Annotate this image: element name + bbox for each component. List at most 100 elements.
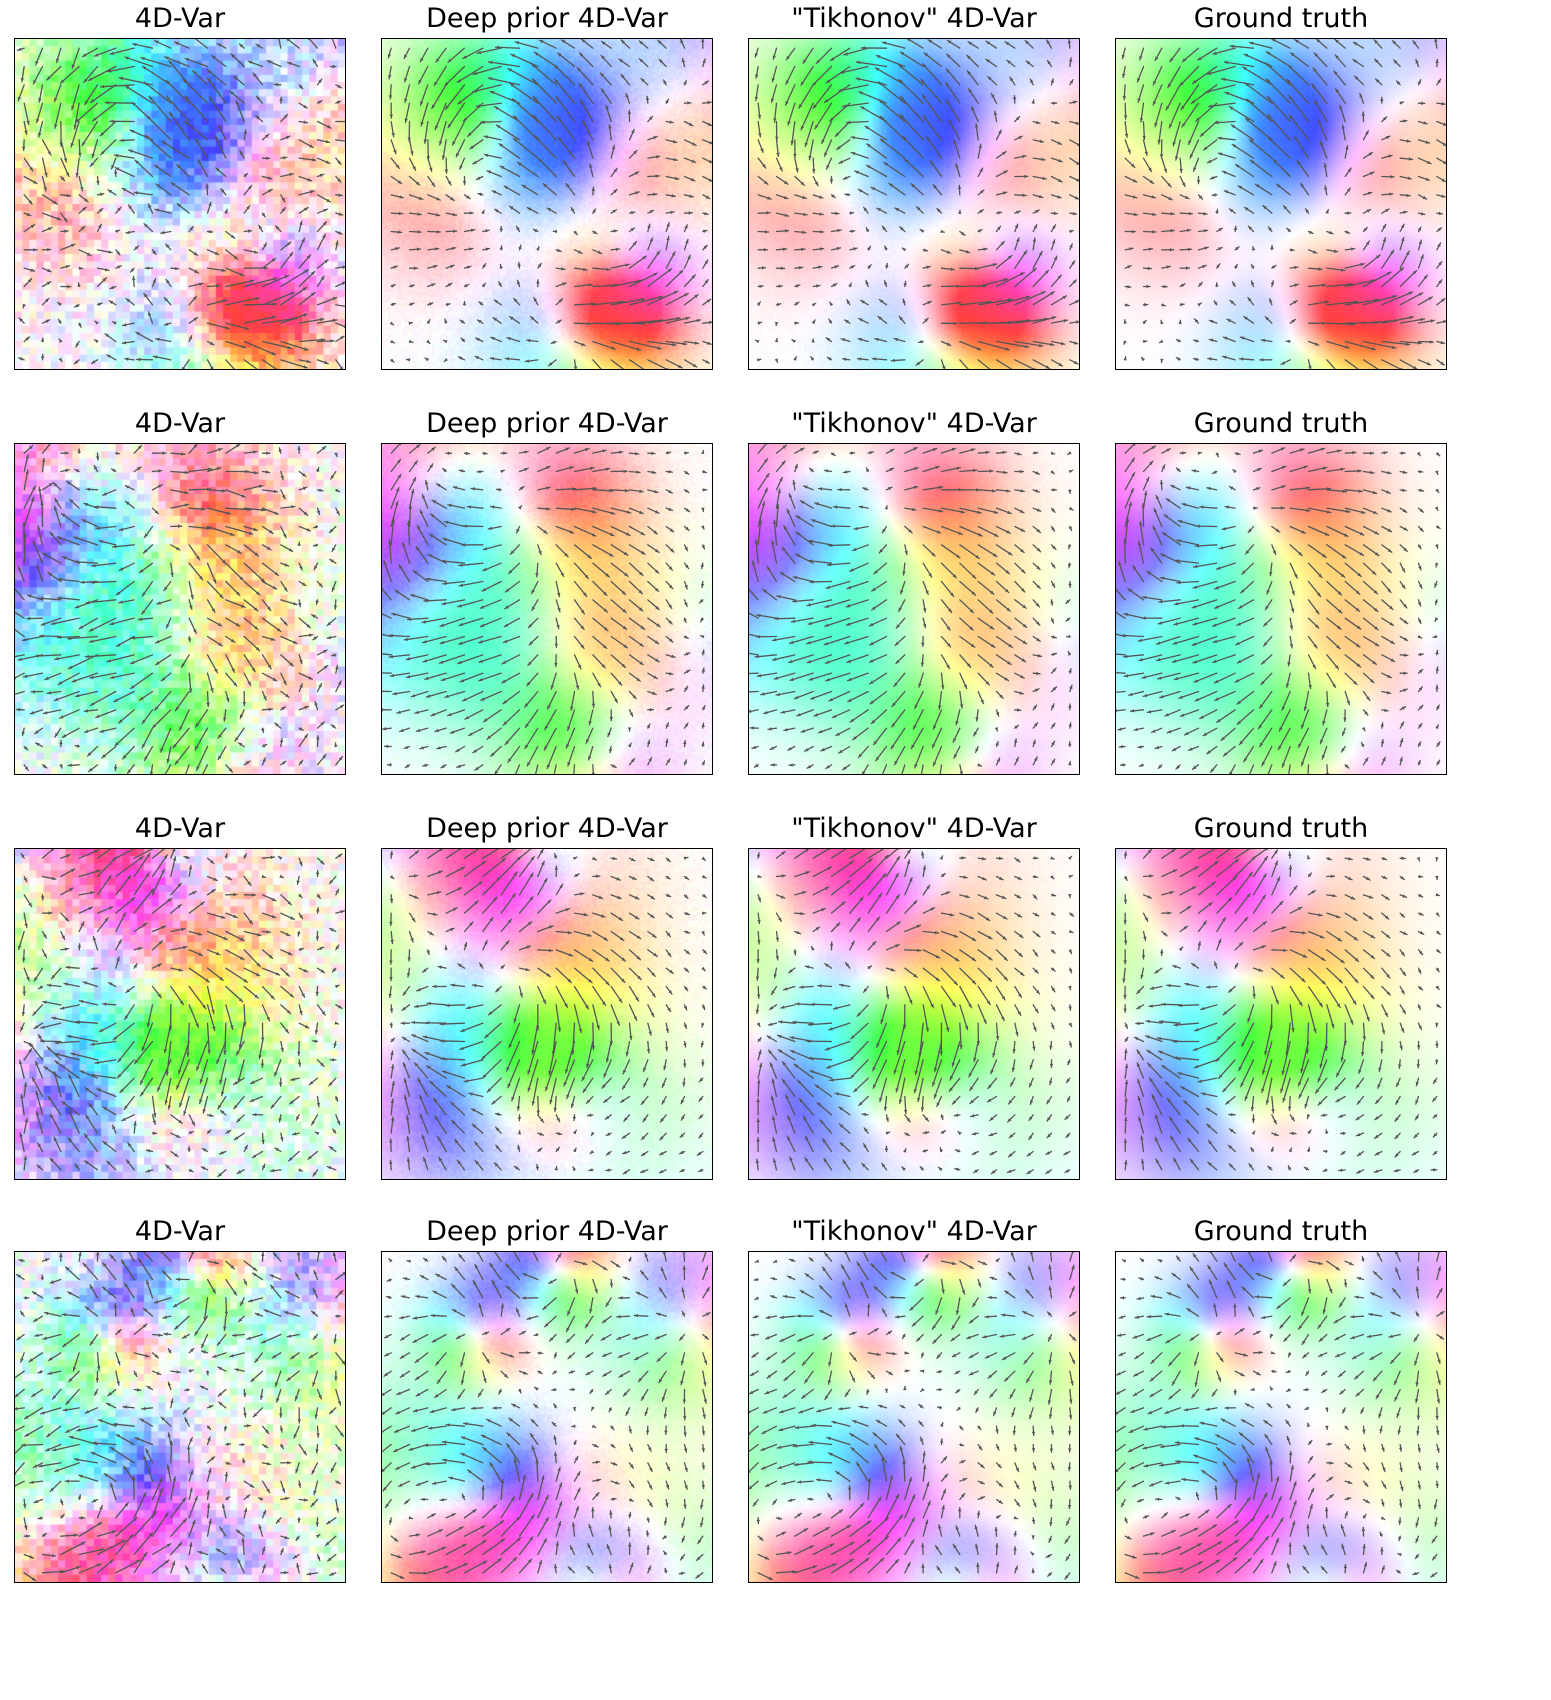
quiver-arrowhead	[605, 467, 610, 471]
quiver-arrow	[146, 115, 172, 141]
quiver-arrow	[91, 562, 117, 567]
quiver-arrowhead	[1150, 547, 1155, 552]
quiver-arrowhead	[844, 319, 849, 324]
quiver-arrowhead	[190, 595, 194, 599]
quiver-arrowhead	[648, 757, 652, 762]
quiver-arrowhead	[600, 72, 605, 77]
quiver-arrowhead	[253, 250, 258, 254]
quiver-arrowhead	[1204, 246, 1209, 250]
quiver-arrowhead	[601, 88, 605, 93]
quiver-arrowhead	[1268, 137, 1273, 142]
quiver-arrowhead	[119, 527, 124, 532]
quiver-arrowhead	[1022, 154, 1026, 159]
quiver-arrowhead	[666, 236, 670, 241]
quiver-arrowhead	[772, 657, 777, 661]
quiver-arrowhead	[702, 58, 706, 63]
vector-field-plot	[14, 38, 346, 370]
quiver-arrowhead	[306, 359, 311, 364]
quiver-arrowhead	[398, 211, 403, 216]
quiver-arrowhead	[1291, 319, 1296, 323]
quiver-arrowhead	[1007, 510, 1012, 514]
quiver-arrowhead	[306, 254, 311, 259]
quiver-arrowhead	[591, 703, 596, 708]
quiver-arrowhead	[1387, 568, 1392, 573]
quiver-arrowhead	[762, 164, 766, 169]
quiver-arrowhead	[408, 339, 413, 344]
quiver-arrowhead	[207, 77, 211, 82]
quiver-arrowhead	[1168, 196, 1173, 200]
quiver-arrowhead	[1038, 251, 1043, 256]
quiver-arrowhead	[1123, 539, 1127, 543]
quiver-arrowhead	[1345, 345, 1350, 349]
quiver-arrowhead	[635, 191, 640, 195]
quiver-arrowhead	[1382, 237, 1387, 242]
quiver-arrowhead	[875, 67, 880, 72]
quiver-arrowhead	[683, 80, 687, 85]
quiver-arrowhead	[930, 160, 934, 165]
quiver-arrowhead	[835, 211, 839, 216]
quiver-arrowhead	[1024, 174, 1028, 179]
quiver-arrow	[1344, 279, 1377, 288]
quiver-arrowhead	[569, 530, 574, 534]
quiver-arrowhead	[177, 203, 182, 208]
quiver-arrowhead	[434, 247, 439, 251]
quiver-arrowhead	[636, 677, 641, 682]
quiver-arrow	[71, 672, 99, 683]
quiver-arrowhead	[256, 44, 261, 48]
quiver-arrowhead	[977, 510, 982, 514]
quiver-arrow	[1249, 159, 1273, 178]
quiver-arrowhead	[1052, 668, 1057, 673]
quiver-arrowhead	[653, 192, 657, 197]
quiver-arrowhead	[1247, 297, 1252, 302]
quiver-arrowhead	[992, 263, 997, 267]
quiver-arrowhead	[1152, 230, 1156, 234]
quiver-arrow	[81, 120, 99, 147]
quiver-arrowhead	[1003, 470, 1008, 475]
quiver-arrow	[807, 559, 833, 564]
quiver-arrowhead	[183, 79, 188, 84]
quiver-arrowhead	[612, 209, 617, 214]
quiver-arrowhead	[1176, 339, 1181, 343]
quiver-arrowhead	[440, 623, 445, 627]
quiver-arrowhead	[567, 726, 571, 731]
quiver-arrow	[516, 161, 539, 178]
quiver-arrowhead	[1238, 185, 1243, 190]
quiver-arrowhead	[1281, 485, 1286, 489]
quiver-arrow	[439, 635, 466, 645]
quiver-arrowhead	[830, 57, 835, 61]
quiver-arrowhead	[1345, 230, 1350, 234]
quiver-arrowhead	[794, 302, 799, 306]
quiver-arrowhead	[1244, 207, 1249, 211]
quiver-arrow	[1173, 599, 1200, 605]
quiver-arrowhead	[74, 469, 79, 473]
quiver-arrowhead	[1222, 171, 1227, 175]
quiver-arrowhead	[1419, 508, 1424, 513]
quiver-arrowhead	[1034, 451, 1038, 455]
quiver-arrowhead	[1068, 470, 1073, 474]
quiver-arrow	[1326, 322, 1356, 325]
quiver-arrow	[178, 709, 190, 731]
quiver-arrowhead	[1425, 177, 1430, 181]
quiver-arrow	[23, 496, 35, 528]
quiver-arrowhead	[1178, 320, 1182, 325]
quiver-arrowhead	[828, 697, 833, 702]
quiver-arrowhead	[532, 78, 537, 83]
quiver-arrowhead	[1132, 195, 1137, 199]
quiver-arrowhead	[36, 118, 40, 123]
quiver-arrowhead	[1038, 343, 1043, 348]
quiver-arrowhead	[456, 152, 460, 157]
quiver-arrowhead	[869, 451, 874, 455]
quiver-arrowhead	[812, 169, 816, 173]
quiver-arrowhead	[406, 521, 411, 525]
quiver-arrowhead	[627, 743, 632, 748]
quiver-arrowhead	[1215, 452, 1219, 457]
quiver-arrow	[749, 588, 759, 601]
quiver-arrowhead	[266, 546, 271, 550]
quiver-arrow	[1214, 599, 1236, 609]
quiver-arrowhead	[1203, 146, 1208, 150]
quiver-arrowhead	[59, 740, 63, 745]
quiver-arrow	[75, 690, 99, 698]
quiver-arrowhead	[33, 79, 37, 84]
quiver-arrow	[995, 272, 1025, 288]
quiver-arrowhead	[1266, 51, 1271, 56]
